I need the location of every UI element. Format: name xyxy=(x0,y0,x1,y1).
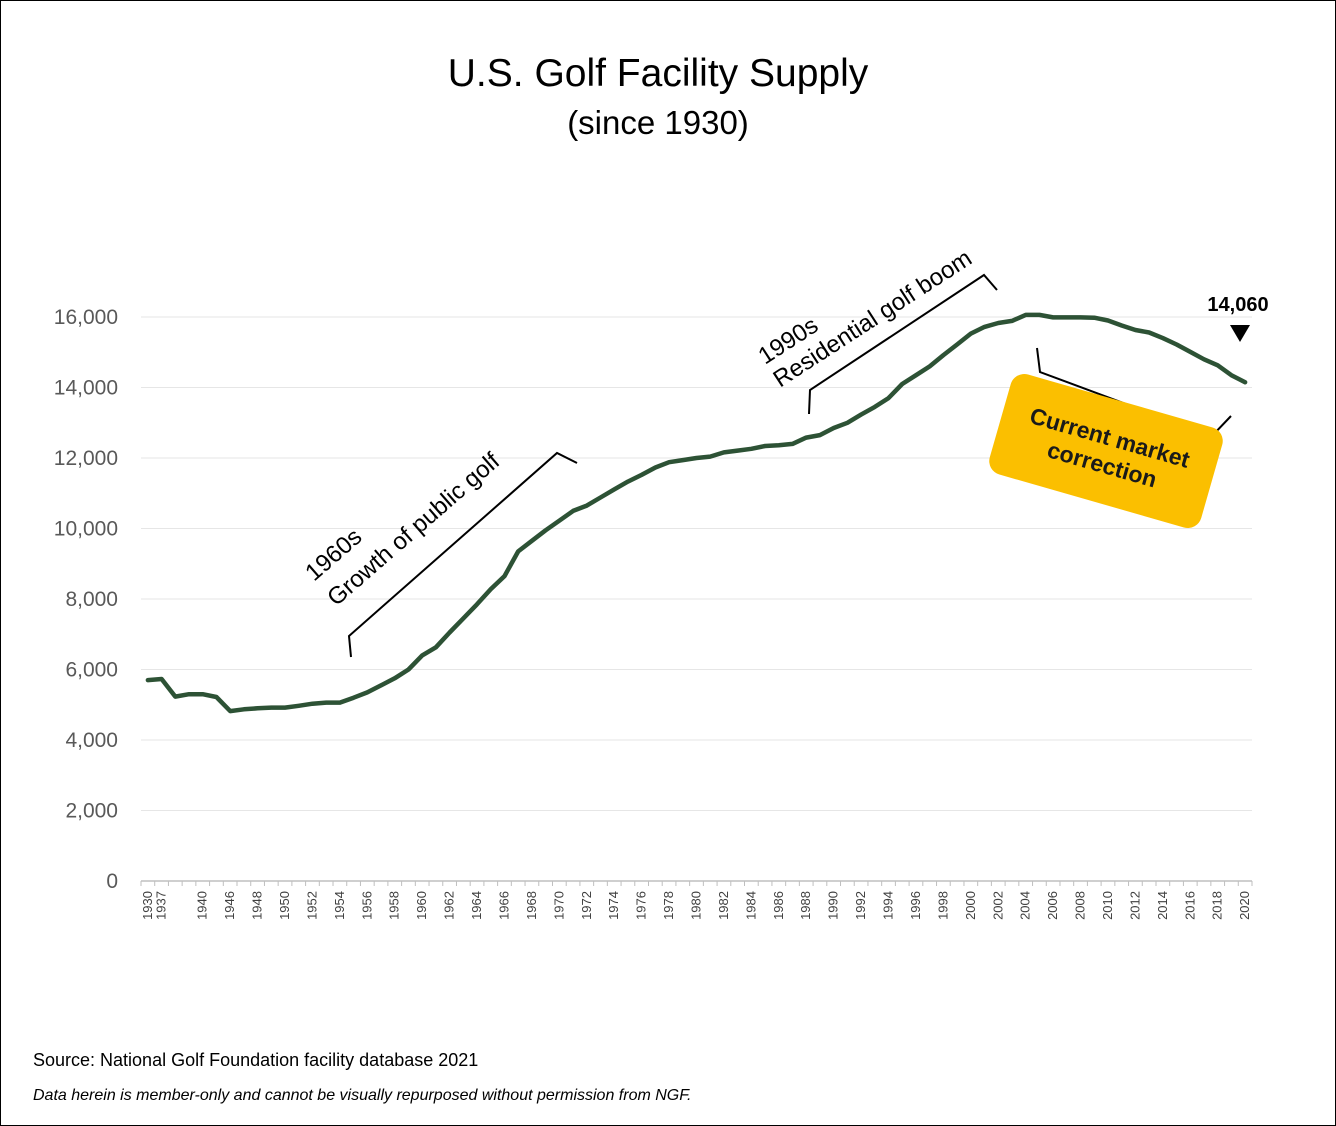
x-tick-label: 1940 xyxy=(195,891,210,920)
x-tick-label: 2012 xyxy=(1127,891,1142,920)
x-tick-label: 1974 xyxy=(606,891,621,920)
correction-badge: Current market correction xyxy=(989,374,1223,528)
x-tick-label: 1992 xyxy=(853,891,868,920)
x-tick-label: 1994 xyxy=(881,891,896,920)
x-tick-label: 1968 xyxy=(524,891,539,920)
x-tick-label: 2008 xyxy=(1073,891,1088,920)
chart-title: U.S. Golf Facility Supply xyxy=(447,52,869,95)
y-tick-label: 14,000 xyxy=(54,377,118,400)
x-tick-label: 1954 xyxy=(332,891,347,920)
y-axis-ticks: 0 2,000 4,000 6,000 8,000 10,000 12,000 14,000 1… xyxy=(54,306,118,893)
x-tick-label: 1986 xyxy=(771,891,786,920)
x-tick-label: 1980 xyxy=(689,891,704,920)
x-tick-label: 1950 xyxy=(277,891,292,920)
x-axis xyxy=(140,880,1253,886)
x-tick-label: 2010 xyxy=(1100,891,1115,920)
correction-badge-box xyxy=(989,374,1223,528)
source-note: Source: National Golf Foundation facilit… xyxy=(33,1050,479,1070)
x-tick-label: 2002 xyxy=(990,891,1005,920)
bracket-1990s xyxy=(808,273,998,415)
y-tick-label: 12,000 xyxy=(54,447,118,470)
x-tick-label: 2020 xyxy=(1237,891,1252,920)
series-group xyxy=(145,312,1248,714)
x-tick-label: 1978 xyxy=(661,891,676,920)
x-tick-label: 2004 xyxy=(1018,891,1033,920)
chart-subtitle: (since 1930) xyxy=(567,104,749,141)
x-tick-label: 1952 xyxy=(304,891,319,920)
x-tick-label: 1930 xyxy=(140,891,155,920)
x-tick-label: 1970 xyxy=(551,891,566,920)
x-tick-label: 1958 xyxy=(387,891,402,920)
x-tick-label: 2000 xyxy=(963,891,978,920)
x-tick-label: 1988 xyxy=(798,891,813,920)
y-tick-label: 6,000 xyxy=(65,659,118,682)
x-tick-label: 1962 xyxy=(442,891,457,920)
y-tick-label: 8,000 xyxy=(65,588,118,611)
series-line-golf-facilities xyxy=(145,312,1248,714)
x-tick-label: 2016 xyxy=(1182,891,1197,920)
x-tick-label: 1996 xyxy=(908,891,923,920)
bracket-1960s xyxy=(347,451,578,658)
y-tick-label: 10,000 xyxy=(54,518,118,541)
x-tick-label: 1956 xyxy=(359,891,374,920)
x-tick-label: 1946 xyxy=(222,891,237,920)
y-tick-label: 4,000 xyxy=(65,729,118,752)
x-tick-label: 1976 xyxy=(634,891,649,920)
y-tick-label: 0 xyxy=(106,870,118,893)
x-tick-label: 1982 xyxy=(716,891,731,920)
x-tick-label: 2014 xyxy=(1155,891,1170,920)
x-tick-label: 1964 xyxy=(469,891,484,920)
x-tick-label: 1960 xyxy=(414,891,429,920)
x-tick-label: 1972 xyxy=(579,891,594,920)
x-tick-label: 1937 xyxy=(154,891,169,920)
x-tick-label: 1948 xyxy=(250,891,265,920)
x-tick-label: 1998 xyxy=(935,891,950,920)
last-value-marker xyxy=(1230,325,1250,342)
y-tick-label: 2,000 xyxy=(65,800,118,823)
x-tick-label: 1966 xyxy=(496,891,511,920)
last-value-label: 14,060 xyxy=(1207,294,1268,316)
x-tick-label: 2018 xyxy=(1210,891,1225,920)
y-tick-label: 16,000 xyxy=(54,306,118,329)
permission-note: Data herein is member-only and cannot be… xyxy=(33,1087,692,1104)
x-tick-label: 2006 xyxy=(1045,891,1060,920)
x-tick-label: 1990 xyxy=(826,891,841,920)
x-tick-label: 1984 xyxy=(743,891,758,920)
